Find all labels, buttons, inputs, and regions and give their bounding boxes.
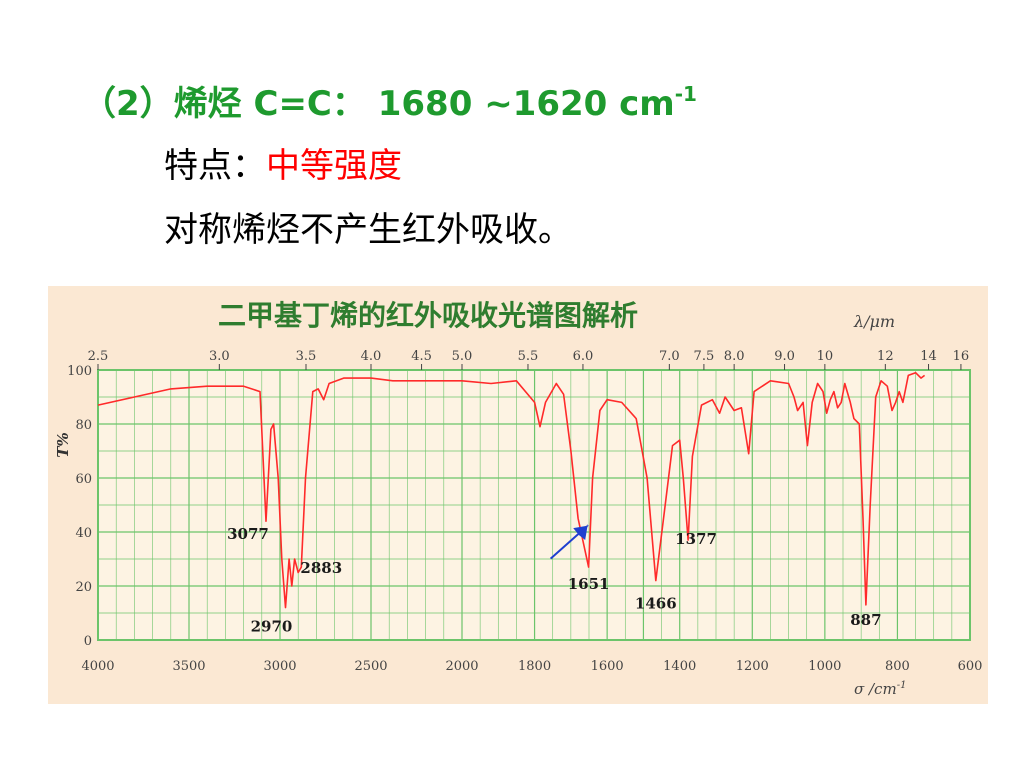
top-axis-tick-label: 9.0 bbox=[774, 349, 795, 364]
wavelength-axis-unit: λ/μm bbox=[854, 312, 896, 331]
wavenumber-axis-unit-superscript: -1 bbox=[896, 680, 907, 691]
top-axis-tick-label: 5.5 bbox=[518, 349, 539, 364]
left-axis-tick-label: 40 bbox=[75, 526, 92, 541]
bottom-axis-tick-label: 1800 bbox=[518, 659, 551, 674]
arrow-head bbox=[573, 524, 590, 540]
y-axis-label: T% bbox=[54, 432, 72, 458]
peak-label: 2970 bbox=[251, 618, 293, 636]
section-heading-text: （2）烯烃 C=C： 1680 ~1620 cm bbox=[82, 84, 675, 124]
bottom-axis-tick-label: 1000 bbox=[808, 659, 841, 674]
bottom-axis-tick-label: 1600 bbox=[591, 659, 624, 674]
feature-label: 特点： bbox=[164, 146, 266, 186]
peak-label: 3077 bbox=[227, 525, 269, 543]
bottom-axis-tick-label: 4000 bbox=[81, 659, 114, 674]
top-axis-tick-label: 16 bbox=[953, 349, 970, 364]
top-axis-tick-label: 14 bbox=[920, 349, 937, 364]
peak-label: 1466 bbox=[635, 595, 677, 613]
top-axis-tick-label: 6.0 bbox=[573, 349, 594, 364]
peak-label: 2883 bbox=[300, 559, 342, 577]
ir-spectrum-figure: 2.5 3.0 3.5 4.0 4.5 5.0 5.5 6.0 7.5 7.0 8.0 9.0 10 12… bbox=[48, 286, 988, 704]
top-axis-tick-label: 7.5 bbox=[694, 349, 715, 364]
chart-title: 二甲基丁烯的红外吸收光谱图解析 bbox=[217, 299, 638, 332]
left-axis-tick-label: 80 bbox=[75, 418, 92, 433]
left-axis-tick-label: 20 bbox=[75, 580, 92, 595]
section-heading-superscript: -1 bbox=[674, 82, 697, 106]
bottom-axis-tick-label: 600 bbox=[958, 659, 983, 674]
bottom-axis-tick-label: 2000 bbox=[445, 659, 478, 674]
plot-frame bbox=[97, 369, 971, 641]
spectrum-line bbox=[97, 371, 926, 609]
top-axis-tick-label: 4.5 bbox=[411, 349, 432, 364]
feature-value: 中等强度 bbox=[266, 146, 402, 186]
left-axis-tick-label: 60 bbox=[75, 472, 92, 487]
top-axis-tick-label: 10 bbox=[817, 349, 834, 364]
bottom-axis-tick-label: 3500 bbox=[172, 659, 205, 674]
bottom-axis-tick-label: 1400 bbox=[663, 659, 696, 674]
left-axis-tick-label: 100 bbox=[67, 364, 92, 379]
section-heading: （2）烯烃 C=C： 1680 ~1620 cm-1 bbox=[82, 76, 697, 125]
peak-label: 1377 bbox=[675, 530, 717, 548]
feature-line: 特点：中等强度 bbox=[164, 138, 402, 187]
note-line: 对称烯烃不产生红外吸收。 bbox=[164, 210, 572, 250]
ir-spectrum-chart: 2.5 3.0 3.5 4.0 4.5 5.0 5.5 6.0 7.5 7.0 8.0 9.0 10 12… bbox=[67, 349, 983, 674]
top-axis-tick-label: 8.0 bbox=[724, 349, 745, 364]
bottom-axis-tick-label: 2500 bbox=[354, 659, 387, 674]
bottom-axis-tick-label: 1200 bbox=[736, 659, 769, 674]
top-axis-tick-label: 2.5 bbox=[88, 349, 109, 364]
top-axis-tick-label: 5.0 bbox=[452, 349, 473, 364]
bottom-axis-tick-label: 3000 bbox=[263, 659, 296, 674]
top-axis-tick-label: 4.0 bbox=[361, 349, 382, 364]
left-axis-tick-label: 0 bbox=[84, 634, 92, 649]
top-axis-tick-label: 12 bbox=[877, 349, 894, 364]
wavenumber-axis-unit-text: σ /cm bbox=[854, 680, 897, 698]
wavenumber-axis-unit: σ /cm-1 bbox=[854, 680, 906, 698]
peak-label: 887 bbox=[850, 611, 881, 629]
top-axis-tick-label: 3.0 bbox=[209, 349, 230, 364]
top-axis-tick-label: 3.5 bbox=[296, 349, 317, 364]
peak-label: 1651 bbox=[568, 575, 610, 593]
bottom-axis-tick-label: 800 bbox=[885, 659, 910, 674]
top-axis-tick-label: 7.0 bbox=[659, 349, 680, 364]
